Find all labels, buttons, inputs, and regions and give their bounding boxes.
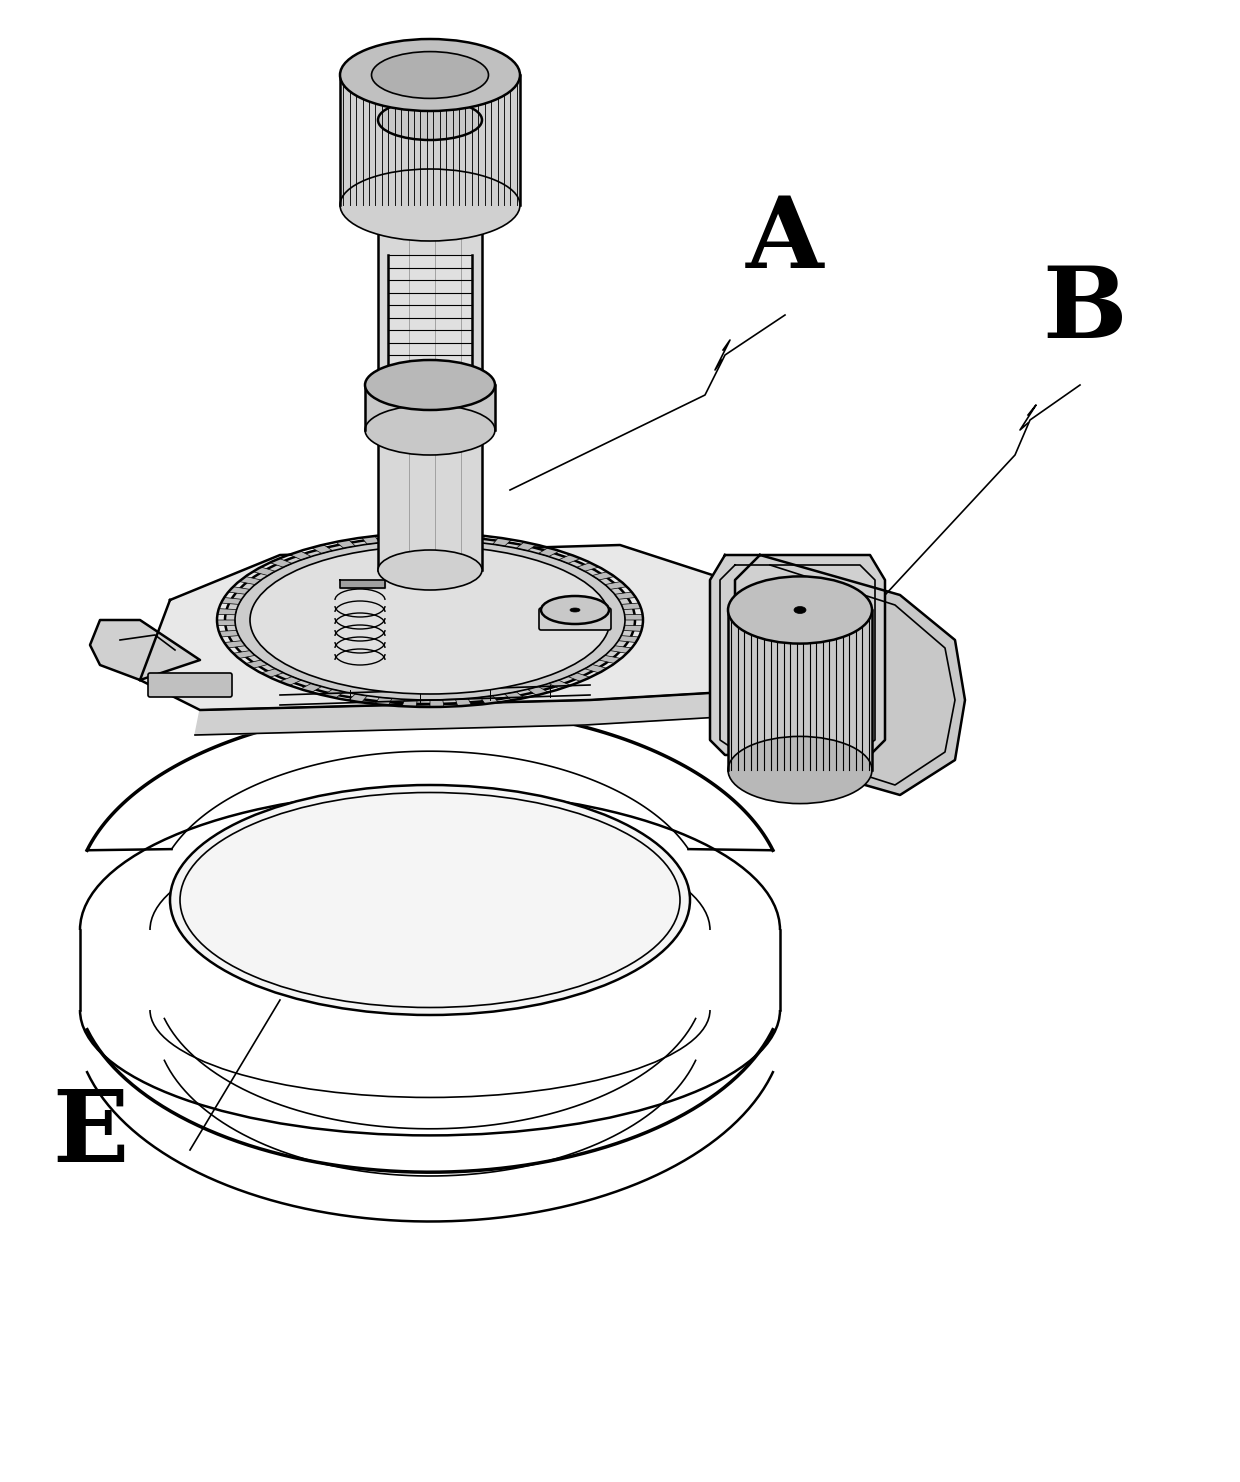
Ellipse shape bbox=[728, 576, 872, 643]
Ellipse shape bbox=[372, 52, 489, 98]
Polygon shape bbox=[279, 677, 301, 685]
Ellipse shape bbox=[570, 608, 580, 612]
Ellipse shape bbox=[378, 550, 482, 590]
Polygon shape bbox=[430, 700, 444, 707]
Polygon shape bbox=[516, 542, 537, 551]
Polygon shape bbox=[455, 698, 471, 707]
Polygon shape bbox=[388, 255, 472, 430]
Polygon shape bbox=[480, 695, 498, 704]
Polygon shape bbox=[239, 576, 262, 584]
Ellipse shape bbox=[224, 536, 635, 704]
FancyBboxPatch shape bbox=[340, 76, 520, 205]
Polygon shape bbox=[300, 683, 321, 692]
FancyBboxPatch shape bbox=[148, 673, 232, 697]
Polygon shape bbox=[91, 619, 200, 680]
Ellipse shape bbox=[365, 405, 495, 455]
Polygon shape bbox=[549, 680, 570, 689]
Polygon shape bbox=[577, 563, 599, 571]
Polygon shape bbox=[218, 630, 239, 637]
Polygon shape bbox=[505, 692, 525, 701]
Polygon shape bbox=[336, 539, 356, 548]
Polygon shape bbox=[246, 659, 268, 668]
Polygon shape bbox=[388, 534, 404, 541]
Ellipse shape bbox=[250, 545, 610, 694]
Polygon shape bbox=[624, 625, 642, 631]
Polygon shape bbox=[599, 655, 621, 664]
Polygon shape bbox=[217, 609, 237, 615]
Polygon shape bbox=[615, 591, 636, 599]
Polygon shape bbox=[625, 615, 644, 619]
Polygon shape bbox=[538, 548, 559, 557]
Polygon shape bbox=[492, 538, 512, 545]
Ellipse shape bbox=[340, 39, 520, 111]
Polygon shape bbox=[527, 686, 548, 695]
Polygon shape bbox=[140, 545, 820, 710]
Polygon shape bbox=[362, 536, 379, 544]
Ellipse shape bbox=[170, 785, 689, 1015]
Polygon shape bbox=[340, 579, 384, 588]
Polygon shape bbox=[605, 581, 626, 590]
Polygon shape bbox=[195, 700, 590, 735]
Polygon shape bbox=[253, 568, 275, 575]
Polygon shape bbox=[558, 554, 580, 563]
Ellipse shape bbox=[728, 737, 872, 803]
Ellipse shape bbox=[794, 606, 806, 614]
Polygon shape bbox=[593, 572, 615, 579]
Polygon shape bbox=[417, 534, 430, 539]
FancyBboxPatch shape bbox=[539, 608, 611, 630]
Polygon shape bbox=[270, 559, 293, 568]
Ellipse shape bbox=[378, 99, 482, 139]
FancyBboxPatch shape bbox=[378, 120, 482, 571]
Polygon shape bbox=[443, 534, 458, 541]
Text: B: B bbox=[1043, 261, 1127, 359]
Ellipse shape bbox=[365, 360, 495, 411]
Polygon shape bbox=[619, 636, 639, 643]
Polygon shape bbox=[568, 673, 590, 682]
Polygon shape bbox=[711, 554, 885, 754]
Polygon shape bbox=[585, 664, 608, 673]
Polygon shape bbox=[735, 554, 965, 794]
Polygon shape bbox=[348, 694, 367, 702]
Polygon shape bbox=[290, 551, 311, 560]
Ellipse shape bbox=[340, 169, 520, 242]
Text: A: A bbox=[746, 191, 823, 289]
Polygon shape bbox=[365, 385, 495, 430]
Polygon shape bbox=[621, 603, 641, 609]
Polygon shape bbox=[311, 545, 332, 553]
FancyBboxPatch shape bbox=[728, 611, 872, 771]
Polygon shape bbox=[324, 689, 343, 698]
Polygon shape bbox=[233, 651, 255, 658]
Polygon shape bbox=[585, 691, 760, 725]
Polygon shape bbox=[374, 697, 392, 705]
Polygon shape bbox=[402, 700, 417, 707]
Polygon shape bbox=[260, 668, 284, 677]
Text: E: E bbox=[52, 1086, 128, 1184]
Polygon shape bbox=[228, 587, 249, 594]
Polygon shape bbox=[224, 640, 246, 648]
Polygon shape bbox=[221, 597, 242, 605]
Ellipse shape bbox=[541, 596, 609, 624]
Polygon shape bbox=[755, 659, 820, 714]
Polygon shape bbox=[467, 535, 485, 542]
Polygon shape bbox=[217, 619, 236, 625]
Polygon shape bbox=[610, 646, 631, 654]
